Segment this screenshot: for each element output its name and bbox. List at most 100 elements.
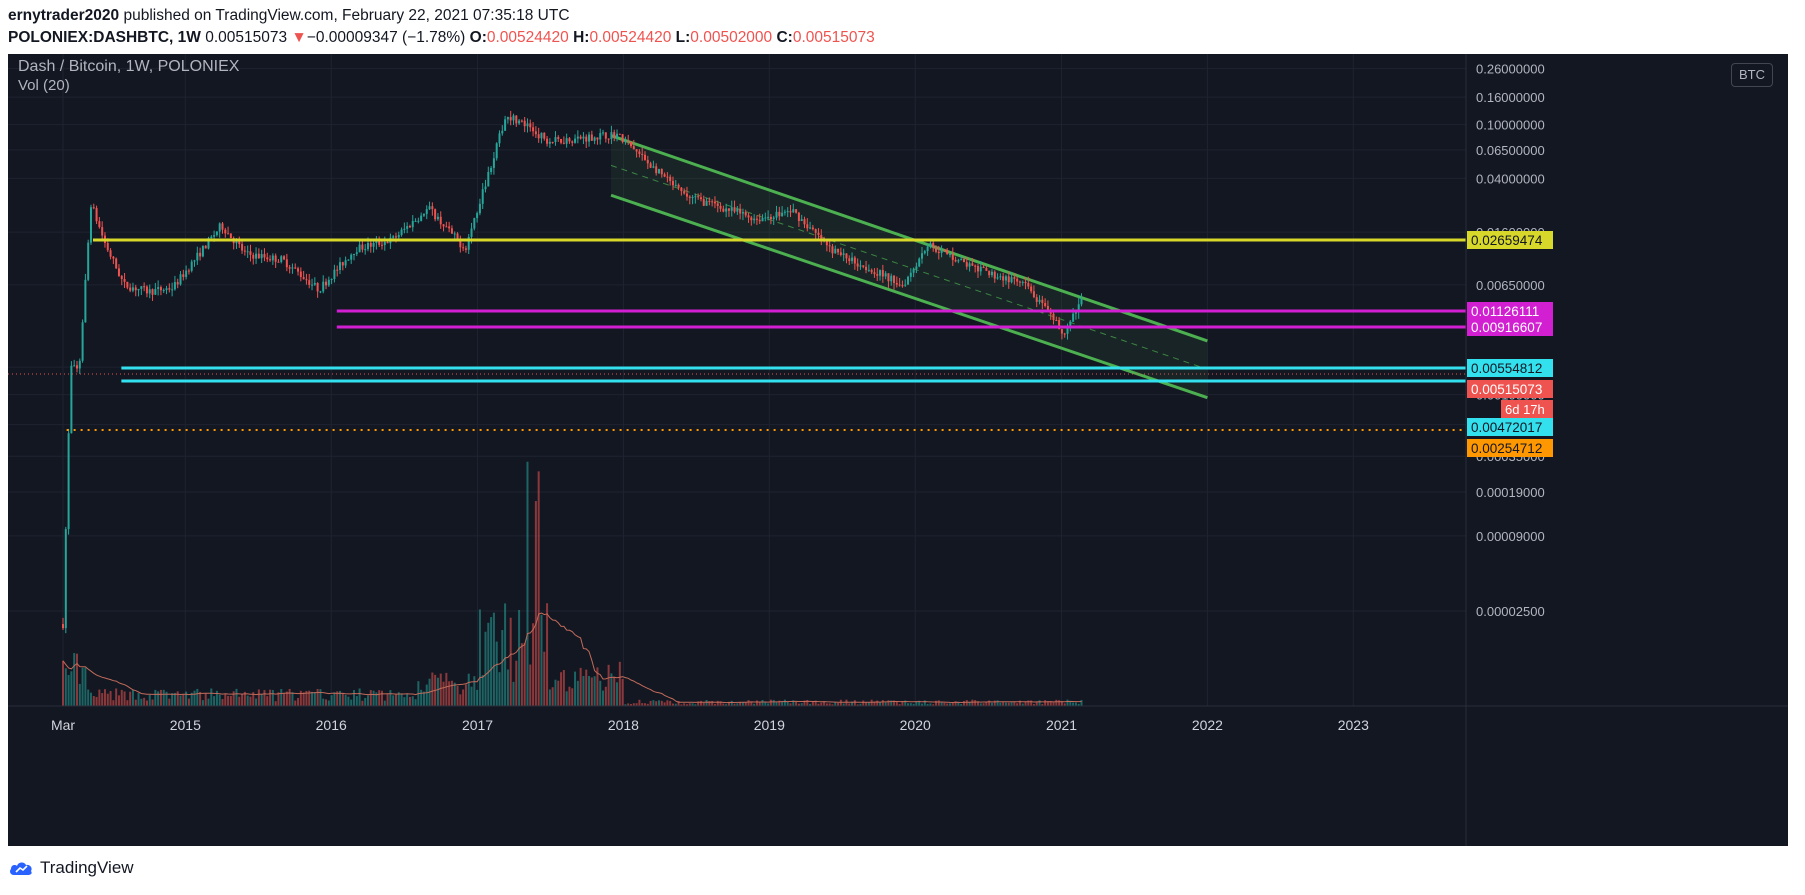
author-name[interactable]: ernytrader2020 [8,7,120,24]
candle-body [518,120,521,124]
candle-body [187,270,190,272]
volume-bar [602,690,605,706]
candle-body [456,233,459,240]
volume-bar [988,700,991,706]
candle-body [98,221,101,228]
candle-body [879,270,882,276]
volume-legend[interactable]: Vol (20) [18,77,70,94]
volume-bar [241,693,244,706]
volume-bar [1032,704,1035,706]
volume-bar [778,700,781,706]
candle-body [831,246,834,254]
candle-body [288,267,291,269]
candle-body [1074,312,1077,314]
low-label: L: [675,29,691,46]
volume-bar [1030,700,1033,706]
chart-legend-title[interactable]: Dash / Bitcoin, 1W, POLONIEX [18,58,240,75]
candle-body [744,212,747,216]
volume-bar [442,681,445,706]
level-price-tag [1467,231,1553,249]
volume-bar [484,631,487,706]
channel-upper-line [610,134,1208,343]
volume-bar [414,699,417,706]
candle-body [1069,321,1072,328]
candle-body [498,133,501,144]
candle-body [406,226,409,229]
candle-body [747,215,750,218]
candle-body [168,288,171,290]
candle-body [996,277,999,279]
candle-body [120,275,123,279]
candle-body [294,267,297,269]
currency-badge[interactable]: BTC [1731,63,1773,87]
price-change: −0.00009347 (−1.78%) [306,29,466,46]
candle-body [999,276,1002,278]
volume-bar [789,703,792,706]
volume-bar [1016,703,1019,706]
volume-bar [935,700,938,706]
candle-body [70,365,73,434]
volume-bar [439,673,442,706]
volume-bar [736,703,739,706]
candle-body [504,119,507,131]
candle-body [632,146,635,150]
candle-body [227,233,230,235]
volume-bar [1055,699,1058,706]
chart-frame[interactable]: 0.26000000 0.16000000 0.10000000 0.06500000… [8,54,1788,846]
volume-bar [909,703,912,706]
candle-body [711,201,714,203]
candle-body [269,259,272,261]
volume-bar [386,693,389,706]
candle-body [252,254,255,259]
candle-body [109,250,112,257]
level-price-tag [1467,318,1553,336]
volume-bar [123,691,126,706]
volume-bar [1035,701,1038,706]
candle-body [1044,303,1047,306]
candle-body [425,209,428,215]
volume-bar [870,699,873,706]
volume-bar [151,699,154,706]
volume-bar [691,703,694,706]
candle-body [635,149,638,152]
x-tick-label: 2022 [1192,717,1223,733]
candle-body [532,127,535,132]
price-chart[interactable]: 0.26000000 0.16000000 0.10000000 0.06500000… [8,54,1788,846]
candle-body [1058,320,1061,330]
candle-body [683,191,686,194]
candle-body [148,289,151,294]
volume-bar [453,682,456,706]
volume-bar [1021,703,1024,706]
volume-bar [750,701,753,706]
candle-body [837,248,840,253]
volume-bar [168,698,171,706]
y-tick-label: 0.00009000 [1476,529,1545,544]
volume-bar [285,691,288,706]
volume-bar [498,672,501,706]
candle-body [210,236,213,239]
candle-body [968,263,971,267]
y-tick-label: 0.10000000 [1476,118,1545,133]
candle-body [1038,299,1041,302]
candle-body [957,260,960,262]
candle-body [255,253,258,259]
candle-body [655,166,658,174]
candle-body [722,208,725,212]
candle-body [660,169,663,175]
candle-body [926,246,929,252]
volume-bar [677,701,680,706]
tradingview-logo[interactable]: TradingView [8,858,134,878]
volume-bar [154,689,157,706]
candle-body [221,223,224,230]
volume-bar [176,691,179,706]
regression-channel [610,134,1208,400]
candle-body [266,257,269,260]
volume-bar [369,690,372,706]
symbol-info: POLONIEX:DASHBTC, 1W 0.00515073 ▼−0.0000… [8,29,875,47]
candle-body [92,207,95,209]
volume-bar [769,699,772,706]
publish-info: ernytrader2020 published on TradingView.… [8,7,570,25]
volume-bar [266,696,269,706]
volume-bar [962,701,965,706]
candle-body [907,276,910,285]
